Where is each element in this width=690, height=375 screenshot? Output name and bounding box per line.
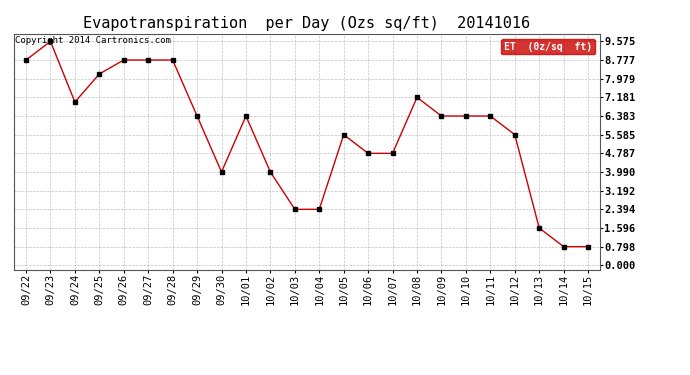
Title: Evapotranspiration  per Day (Ozs sq/ft)  20141016: Evapotranspiration per Day (Ozs sq/ft) 2… [83,16,531,31]
Legend: ET  (0z/sq  ft): ET (0z/sq ft) [502,39,595,54]
Text: Copyright 2014 Cartronics.com: Copyright 2014 Cartronics.com [15,36,171,45]
